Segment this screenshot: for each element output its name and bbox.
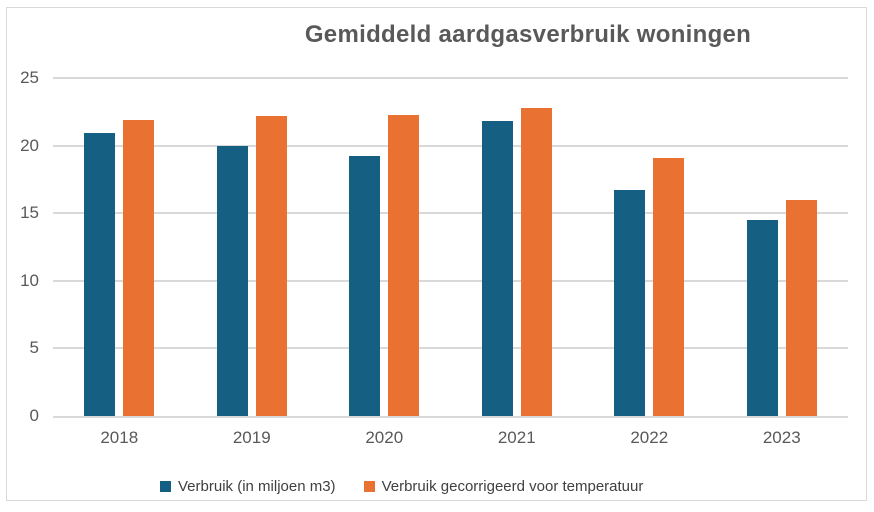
- bar-2021-series1: [481, 121, 513, 416]
- legend-label-verbruik: Verbruik (in miljoen m3): [178, 478, 336, 495]
- legend-swatch-verbruik: [160, 481, 171, 492]
- bar-2023-series1: [746, 220, 778, 416]
- gridline-25: [53, 77, 848, 79]
- y-axis: 0 5 10 15 20 25: [7, 68, 39, 425]
- x-tick-label-2019: 2019: [232, 428, 271, 447]
- bar-2020-series2: [388, 114, 420, 416]
- y-tick-label-5: 5: [29, 338, 39, 358]
- legend-item-verbruik: Verbruik (in miljoen m3): [160, 478, 336, 495]
- legend-item-gecorrigeerd: Verbruik gecorrigeerd voor temperatuur: [363, 478, 644, 495]
- y-tick-label-0: 0: [29, 406, 39, 425]
- x-tick-label-2020: 2020: [365, 428, 404, 447]
- plot-area: [53, 77, 848, 418]
- legend-swatch-gecorrigeerd: [363, 481, 375, 492]
- bar-2018-series2: [123, 119, 155, 416]
- legend: Verbruik (in miljoen m3) Verbruik gecorr…: [160, 478, 643, 495]
- bar-2020-series1: [349, 156, 381, 416]
- bar-2022-series1: [614, 190, 646, 416]
- gridline-5: [53, 347, 848, 350]
- bar-2021-series2: [520, 107, 552, 416]
- gridline-10: [53, 279, 848, 282]
- chart-frame: Gemiddeld aardgasverbruik woningen 0 5 10 1…: [6, 7, 867, 501]
- y-tick-label-20: 20: [20, 135, 39, 155]
- x-tick-label-2021: 2021: [497, 428, 536, 447]
- chart-title: Gemiddeld aardgasverbruik woningen: [304, 21, 752, 48]
- x-tick-label-2022: 2022: [630, 428, 669, 447]
- gridline-20: [53, 144, 848, 147]
- x-axis-line: [53, 416, 848, 418]
- legend-label-gecorrigeerd: Verbruik gecorrigeerd voor temperatuur: [381, 478, 644, 495]
- x-tick-label-2018: 2018: [100, 428, 139, 447]
- x-axis-labels: 2018 2019 2020 2021 2022 2023: [53, 428, 848, 448]
- y-tick-label-10: 10: [20, 270, 39, 290]
- gridline-15: [53, 212, 848, 215]
- bar-2018-series1: [84, 133, 116, 416]
- bar-2023-series2: [785, 199, 817, 416]
- bar-2019-series2: [255, 115, 287, 416]
- x-tick-label-2023: 2023: [762, 428, 801, 447]
- y-tick-label-15: 15: [20, 203, 39, 223]
- bar-2019-series1: [216, 145, 248, 416]
- y-tick-label-25: 25: [20, 68, 39, 87]
- bar-2022-series2: [653, 157, 685, 416]
